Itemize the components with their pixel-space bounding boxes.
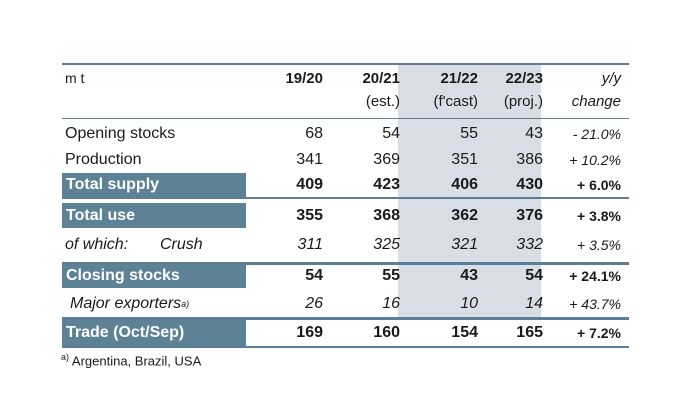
row-total-supply: Total supply 409 423 406 430 + 6.0% xyxy=(62,173,629,197)
footnote-text: Argentina, Brazil, USA xyxy=(69,353,202,369)
row-label: Opening stocks xyxy=(65,124,176,142)
cell-2021: 54 xyxy=(382,124,400,142)
cell-1920: 169 xyxy=(296,324,323,341)
cell-2122: 10 xyxy=(460,294,478,312)
row-production: Production 341 369 351 386 + 10.2% xyxy=(62,147,629,172)
cell-2021: 325 xyxy=(373,235,400,253)
row-closing-stocks: Closing stocks 54 55 43 54 + 24.1% xyxy=(62,264,629,288)
cell-2021: 16 xyxy=(382,294,400,312)
col-note: (est.) xyxy=(365,93,400,110)
col-header-2122: 21/22 (f'cast) xyxy=(433,67,478,113)
cell-2223: 14 xyxy=(525,294,543,312)
cell-2223: 54 xyxy=(525,267,543,284)
cell-2021: 55 xyxy=(382,267,400,284)
row-trade: Trade (Oct/Sep) 169 160 154 165 + 7.2% xyxy=(62,320,629,346)
closing-rule xyxy=(62,262,629,265)
change-line2: change xyxy=(571,93,621,110)
cell-change: + 24.1% xyxy=(569,268,621,284)
cell-1920: 26 xyxy=(305,294,323,312)
cell-2223: 332 xyxy=(516,235,543,253)
trade-rule-bottom xyxy=(62,346,629,348)
cell-2223: 165 xyxy=(516,324,543,341)
cell-change: + 6.0% xyxy=(577,177,621,193)
supply-demand-table: m t 19/20 20/21 (est.) 21/22 (f'cast) 22… xyxy=(62,63,629,348)
row-label: Production xyxy=(65,150,142,168)
supply-rule xyxy=(62,197,629,199)
col-header-1920: 19/20 xyxy=(285,67,323,90)
footnote-marker: a) xyxy=(61,352,70,362)
row-label: Total use xyxy=(62,203,246,228)
cell-change: + 10.2% xyxy=(569,151,621,168)
row-sublabel: Crush xyxy=(160,235,203,253)
col-header-2021: 20/21 (est.) xyxy=(362,67,400,113)
cell-1920: 341 xyxy=(296,150,323,168)
change-line1: y/y xyxy=(601,70,621,87)
cell-2223: 386 xyxy=(516,150,543,168)
cell-change: + 3.8% xyxy=(577,207,621,224)
cell-change: + 43.7% xyxy=(569,295,621,312)
cell-1920: 68 xyxy=(305,124,323,142)
footnote: a) Argentina, Brazil, USA xyxy=(61,352,201,368)
footnote-marker: a) xyxy=(181,298,190,309)
cell-1920: 409 xyxy=(296,176,323,193)
cell-1920: 54 xyxy=(305,267,323,284)
cell-1920: 355 xyxy=(296,206,323,224)
col-year: 20/21 xyxy=(362,70,400,87)
cell-2223: 376 xyxy=(516,206,543,224)
forecast-shade-top xyxy=(398,65,541,262)
cell-2122: 43 xyxy=(460,267,478,284)
header-rule xyxy=(62,118,629,119)
cell-change: - 21.0% xyxy=(572,125,621,142)
col-note: (f'cast) xyxy=(433,93,478,110)
unit-label: m t xyxy=(65,70,85,86)
cell-2021: 369 xyxy=(373,150,400,168)
cell-2122: 154 xyxy=(451,324,478,341)
cell-2122: 321 xyxy=(451,235,478,253)
col-year: 19/20 xyxy=(285,70,323,87)
row-crush: of which: Crush 311 325 321 332 + 3.5% xyxy=(62,232,629,257)
cell-1920: 311 xyxy=(297,235,323,253)
row-label: Trade (Oct/Sep) xyxy=(62,320,246,346)
cell-2122: 351 xyxy=(451,150,478,168)
col-year: 21/22 xyxy=(440,70,478,87)
row-total-use: Total use 355 368 362 376 + 3.8% xyxy=(62,203,629,228)
row-label: of which: xyxy=(65,235,129,253)
col-header-2223: 22/23 (proj.) xyxy=(504,67,543,113)
col-year: 22/23 xyxy=(505,70,543,87)
row-major-exporters: Major exporters a) 26 16 10 14 + 43.7% xyxy=(62,291,629,316)
row-opening-stocks: Opening stocks 68 54 55 43 - 21.0% xyxy=(62,121,629,146)
cell-2122: 406 xyxy=(451,176,478,193)
row-label-text: Major exporters xyxy=(70,294,182,312)
col-header-change: y/y change xyxy=(572,67,621,113)
cell-2223: 430 xyxy=(516,176,543,193)
row-label: Closing stocks xyxy=(62,264,246,288)
cell-change: + 3.5% xyxy=(577,236,621,253)
trade-rule-top xyxy=(62,317,629,320)
forecast-shade-bottom xyxy=(398,265,541,320)
cell-2021: 368 xyxy=(373,206,400,224)
col-note: (proj.) xyxy=(503,93,543,110)
cell-2021: 423 xyxy=(373,176,400,193)
cell-2223: 43 xyxy=(525,124,543,142)
cell-2122: 55 xyxy=(460,124,478,142)
row-label: Total supply xyxy=(62,173,246,197)
cell-2122: 362 xyxy=(451,206,478,224)
row-label: Major exporters a) xyxy=(70,291,189,316)
cell-2021: 160 xyxy=(373,324,400,341)
cell-change: + 7.2% xyxy=(577,325,621,341)
top-rule xyxy=(62,63,629,65)
